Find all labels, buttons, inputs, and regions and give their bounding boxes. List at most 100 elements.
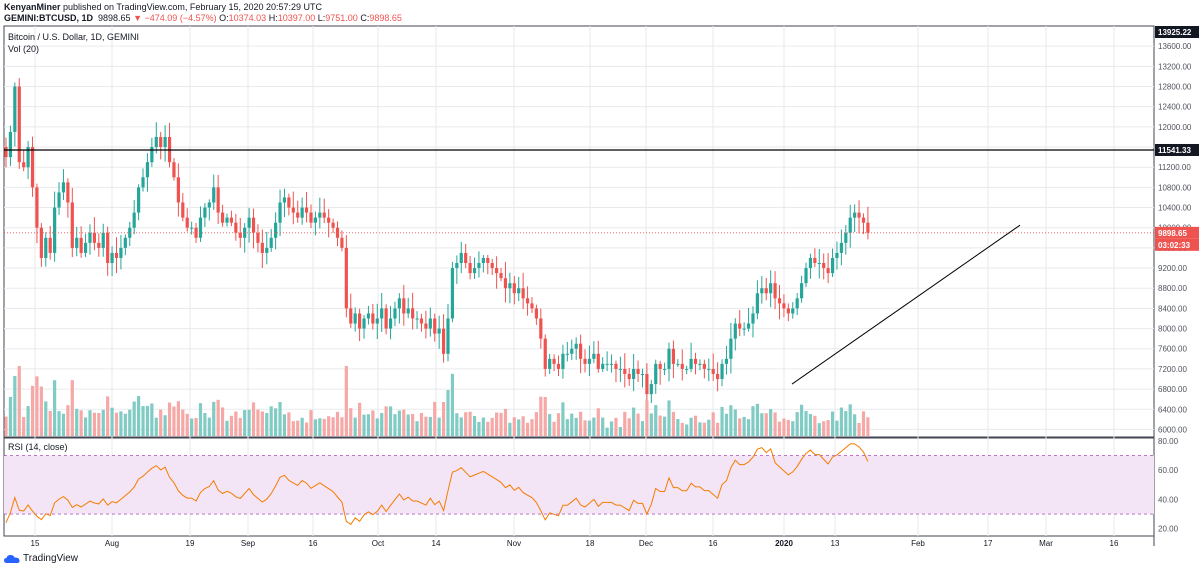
volume-bar <box>525 422 530 436</box>
candle-body <box>800 283 804 299</box>
volume-bar <box>296 420 300 436</box>
price-pane-frame <box>3 25 1155 438</box>
volume-bar <box>667 400 671 436</box>
candle-body <box>693 358 698 364</box>
volume-bar <box>30 385 35 436</box>
volume-bar <box>17 366 21 436</box>
volume-bar <box>137 395 141 436</box>
candle-body <box>304 207 309 213</box>
close-value: 9898.65 <box>369 13 402 23</box>
volume-bar <box>318 418 322 436</box>
volume-bar <box>455 413 459 436</box>
last-price: 9898.65 <box>98 13 131 23</box>
candle-body <box>278 202 282 223</box>
candle-body <box>539 318 543 339</box>
candle-body <box>397 298 401 309</box>
candle-body <box>623 368 627 374</box>
volume-bar <box>769 409 773 436</box>
volume-bar <box>212 401 216 436</box>
volume-bar <box>309 410 313 436</box>
price-tick-label: 6800.00 <box>1158 385 1187 394</box>
volume-bar <box>335 411 340 436</box>
tradingview-brand: TradingView <box>23 553 79 564</box>
candle-body <box>724 358 729 364</box>
candle-body <box>88 232 92 243</box>
candle-body <box>614 363 618 369</box>
time-tick-label: Sep <box>241 539 256 548</box>
candle-body <box>220 212 225 223</box>
volume-bar <box>353 417 357 436</box>
volume-bar <box>198 403 203 436</box>
volume-bar <box>238 417 242 436</box>
volume-bar <box>587 420 592 436</box>
time-tick-label: 16 <box>309 539 318 548</box>
volume-bar <box>853 414 857 436</box>
candle-body <box>490 263 494 269</box>
volume-bar <box>446 390 450 436</box>
volume-bar <box>618 426 622 436</box>
countdown-tag-bg <box>1155 238 1199 251</box>
candle-body <box>495 268 499 274</box>
candle-body <box>358 313 362 329</box>
candle-body <box>419 318 424 324</box>
volume-bar <box>163 415 167 436</box>
candle-body <box>66 182 70 203</box>
candle-body <box>605 363 609 365</box>
candle-body <box>344 247 348 309</box>
candle-body <box>318 212 322 218</box>
volume-bar <box>397 410 401 436</box>
countdown-tag: 03:02:33 <box>1158 241 1191 250</box>
candle-body <box>393 308 397 319</box>
volume-bar <box>627 418 631 436</box>
candle-body <box>574 343 578 349</box>
candle-body <box>662 368 667 370</box>
tradingview-logo[interactable]: TradingView <box>4 553 78 564</box>
volume-bar <box>786 419 790 436</box>
time-tick-label: Feb <box>911 539 925 548</box>
volume-bar <box>207 417 211 436</box>
candle-body <box>450 268 455 319</box>
volume-bar <box>428 416 432 436</box>
candle-body <box>433 318 437 334</box>
volume-bar <box>729 405 733 436</box>
price-tick-label: 8800.00 <box>1158 284 1187 293</box>
candle-body <box>570 348 574 354</box>
volume-bar <box>800 404 804 436</box>
candle-body <box>251 217 256 233</box>
candle-body <box>720 363 724 380</box>
volume-bar <box>304 422 309 436</box>
volume-bar <box>229 415 234 436</box>
candle-body <box>128 227 132 238</box>
publisher-line: KenyanMiner published on TradingView.com… <box>4 2 322 13</box>
volume-bar <box>755 403 759 436</box>
candle-body <box>676 363 680 365</box>
level-price-tag-bg <box>1155 143 1199 156</box>
volume-bar <box>698 422 702 436</box>
volume-bar <box>287 412 291 436</box>
volume-bar <box>181 409 185 436</box>
candle-body <box>300 207 304 218</box>
time-tick-label: 18 <box>586 539 595 548</box>
volume-bar <box>402 409 406 436</box>
volume-bar <box>751 406 755 436</box>
volume-bar <box>707 419 711 436</box>
volume-bar <box>57 411 61 436</box>
symbol-label: GEMINI:BTCUSD, 1D <box>4 13 94 23</box>
candle-body <box>609 363 614 365</box>
price-tick-label: 13200.00 <box>1158 62 1192 71</box>
candle-body <box>428 318 432 329</box>
candle-body <box>738 323 742 329</box>
volume-bar <box>411 413 415 436</box>
candle-body <box>13 86 17 132</box>
volume-bar <box>738 418 742 436</box>
candle-body <box>729 338 733 359</box>
time-tick-label: Dec <box>639 539 653 548</box>
volume-bar <box>579 411 583 436</box>
volume-bar <box>760 413 764 436</box>
volume-bar <box>322 418 326 436</box>
volume-bar <box>150 403 154 436</box>
volume-bar <box>119 411 123 436</box>
volume-bar <box>388 406 393 436</box>
candle-body <box>229 217 234 223</box>
